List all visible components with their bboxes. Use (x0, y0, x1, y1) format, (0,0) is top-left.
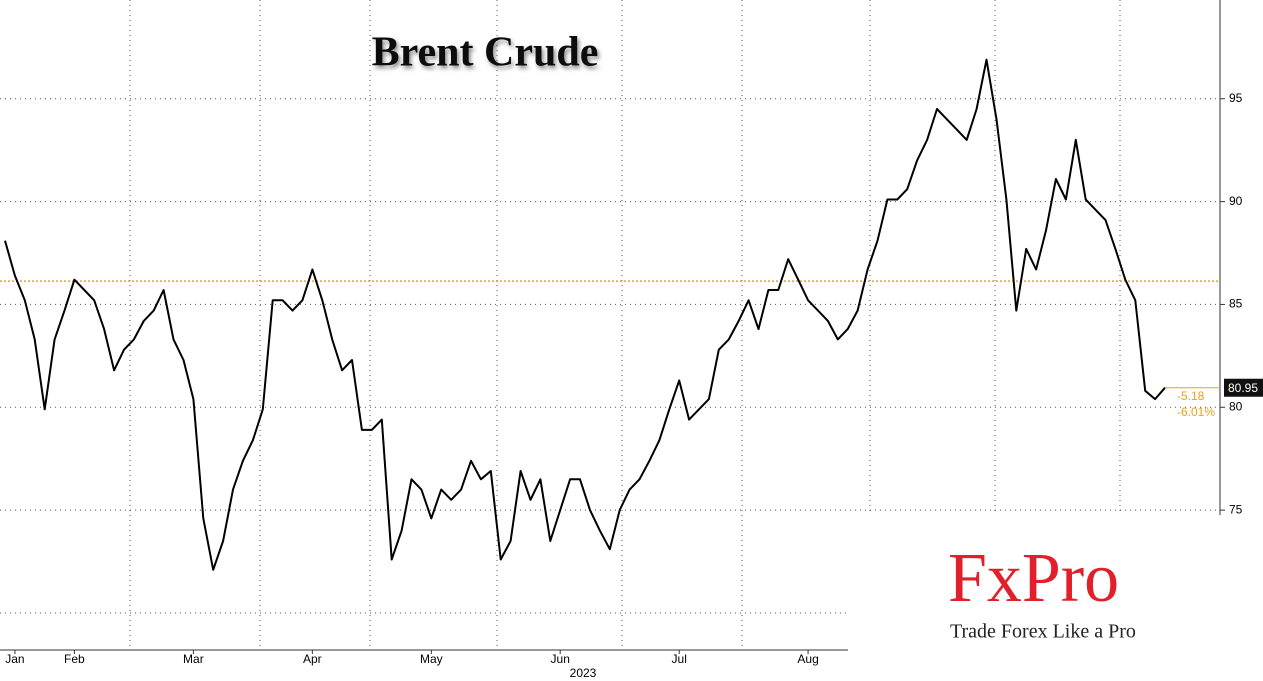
last-value-box (1224, 378, 1263, 397)
overlays: 80.95 -5.18 -6.01% (1165, 378, 1263, 419)
x-tick-label: Jul (672, 652, 687, 666)
x-tick-label: Apr (303, 652, 322, 666)
y-tick-label: 90 (1229, 194, 1243, 208)
x-tick-label: Mar (183, 652, 204, 666)
y-tick-label: 85 (1229, 297, 1243, 311)
change-annotation: -6.01% (1177, 405, 1215, 419)
chart-title: Brent Crude (372, 30, 599, 76)
price-line (4, 58, 1166, 571)
brand-tagline: Trade Forex Like a Pro (950, 621, 1136, 643)
x-tick-label: Jun (551, 652, 570, 666)
brand-logo: FxPro (948, 540, 1119, 617)
logo-box (848, 515, 1263, 681)
x-tick-label: May (420, 652, 443, 666)
y-tick-label: 75 (1229, 502, 1243, 516)
last-value-label: 80.95 (1228, 381, 1258, 395)
x-axis-label: 2023 (570, 666, 597, 680)
y-tick-label: 95 (1229, 91, 1243, 105)
y-tick-label: 80 (1229, 399, 1243, 413)
change-annotation: -5.18 (1177, 389, 1205, 403)
x-tick-label: Feb (64, 652, 85, 666)
x-tick-label: Aug (797, 652, 818, 666)
vertical-grid (129, 0, 1121, 650)
x-tick-label: Jan (5, 652, 24, 666)
